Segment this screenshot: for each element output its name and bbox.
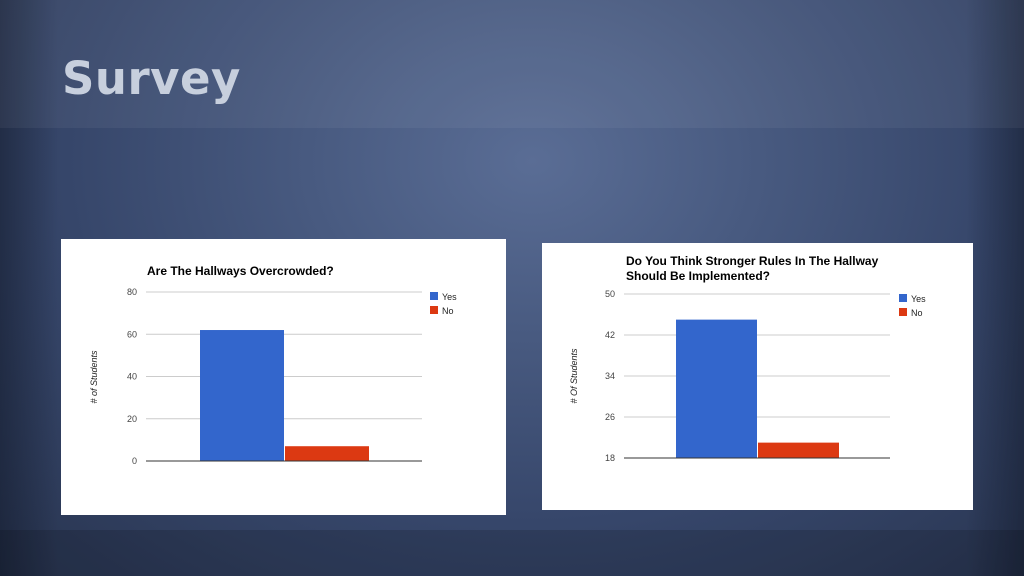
bar-yes — [200, 330, 284, 461]
chart-stronger-rules-svg: Do You Think Stronger Rules In The Hallw… — [569, 254, 926, 463]
legend-label-no: No — [911, 308, 923, 318]
y-tick-label: 26 — [605, 412, 615, 422]
footer-band — [0, 530, 1024, 576]
legend-label-yes: Yes — [442, 292, 457, 302]
y-tick-label: 20 — [127, 414, 137, 424]
legend-swatch-no — [430, 306, 438, 314]
y-tick-label: 0 — [132, 456, 137, 466]
y-tick-label: 18 — [605, 453, 615, 463]
title-band — [0, 0, 1024, 128]
y-tick-label: 80 — [127, 287, 137, 297]
bar-no — [285, 446, 369, 461]
legend-swatch-yes — [430, 292, 438, 300]
legend-swatch-yes — [899, 294, 907, 302]
chart-title-line-2: Should Be Implemented? — [626, 269, 770, 283]
bar-no — [758, 442, 839, 458]
slide-edge-shadow-left — [0, 0, 58, 576]
legend-label-no: No — [442, 306, 454, 316]
chart-title: Are The Hallways Overcrowded? — [147, 264, 334, 278]
y-tick-label: 34 — [605, 371, 615, 381]
chart-title-line-1: Do You Think Stronger Rules In The Hallw… — [626, 254, 879, 268]
chart-hallways-overcrowded: Are The Hallways Overcrowded? # of Stude… — [61, 239, 506, 515]
slide-edge-shadow-right — [966, 0, 1024, 576]
legend-label-yes: Yes — [911, 294, 926, 304]
chart-stronger-rules: Do You Think Stronger Rules In The Hallw… — [542, 243, 973, 510]
slide-title: Survey — [62, 52, 241, 105]
bar-yes — [676, 319, 757, 458]
y-tick-label: 40 — [127, 372, 137, 382]
y-tick-label: 42 — [605, 330, 615, 340]
y-tick-label: 60 — [127, 329, 137, 339]
chart-hallways-overcrowded-svg: Are The Hallways Overcrowded? # of Stude… — [89, 264, 457, 466]
y-axis-label: # Of Students — [569, 348, 579, 404]
y-axis-label: # of Students — [89, 350, 99, 404]
y-tick-label: 50 — [605, 289, 615, 299]
legend-swatch-no — [899, 308, 907, 316]
